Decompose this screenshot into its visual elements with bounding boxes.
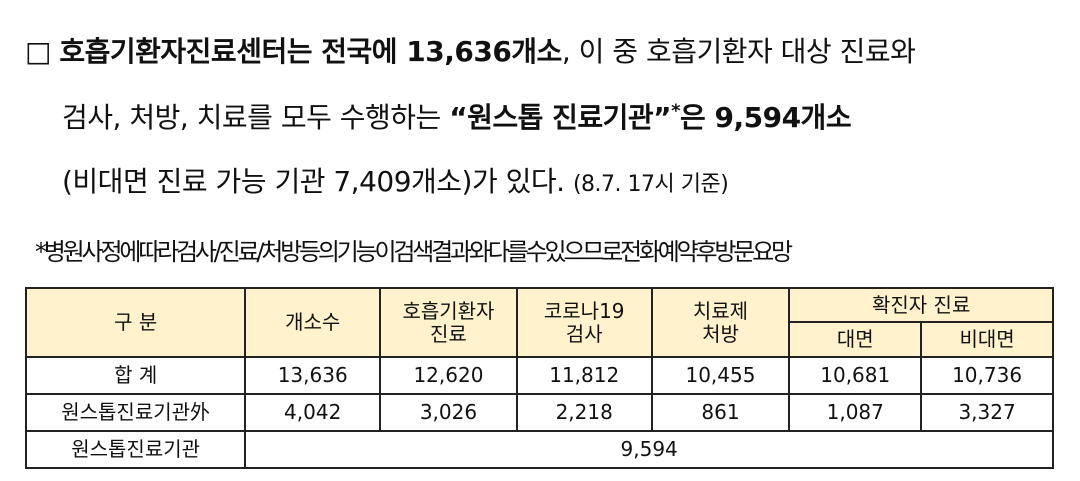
- text-small: (8.7. 17시 기준): [572, 172, 729, 197]
- table-cell: 10,681: [788, 356, 923, 395]
- text: , 이 중 호흡기환자 대상 진료와: [561, 35, 916, 68]
- text-bold: “원스톱 진료기관”: [449, 101, 672, 134]
- table-cell: 13,636: [244, 356, 382, 395]
- paragraph-line: 검사, 처방, 치료를 모두 수행하는 “원스톱 진료기관”*은 9,594개소: [62, 96, 852, 136]
- table-cell: 12,620: [379, 356, 518, 395]
- note: *병원사정에따라검사/진료/처방등의기능이검색결과와다를수있으므로전화예약후방문…: [35, 238, 793, 266]
- table-cell: 11,812: [515, 356, 653, 395]
- table-cell: 2,218: [515, 393, 653, 432]
- table-cell: 원스톱진료기관: [24, 430, 247, 469]
- table-cell: 원스톱진료기관外: [24, 393, 247, 432]
- table-cell: 4,042: [244, 393, 382, 432]
- paragraph-line: (비대면 진료 가능 기관 7,409개소)가 있다. (8.7. 17시 기준…: [62, 160, 729, 200]
- paragraph-line: □ 호흡기환자진료센터는 전국에 13,636개소, 이 중 호흡기환자 대상 …: [25, 30, 916, 70]
- header-cell: 대면: [788, 321, 923, 358]
- header-cell: 확진자 진료: [788, 287, 1054, 323]
- table-row: 원스톱진료기관 9,594: [24, 430, 1054, 469]
- table-body: 합 계 13,636 12,620 11,812 10,455 10,681 10,736 원…: [24, 356, 1054, 469]
- header-text: 치료제: [692, 298, 749, 323]
- header-cell: 구 분: [24, 287, 247, 358]
- header-cell: 치료제 처방: [650, 287, 791, 358]
- header-cell: 호흡기환자 진료: [379, 287, 518, 358]
- header-text: 검사: [565, 321, 603, 346]
- table-cell: 합 계: [24, 356, 247, 395]
- bullet: □: [25, 35, 51, 68]
- header-text: 코로나19: [543, 298, 625, 323]
- header-cell: 비대면: [920, 321, 1054, 358]
- table-row: 원스톱진료기관外 4,042 3,026 2,218 861 1,087 3,327: [24, 393, 1054, 432]
- table-cell: 10,455: [650, 356, 791, 395]
- table-cell: 861: [650, 393, 791, 432]
- table-cell: 1,087: [788, 393, 923, 432]
- header-text: 처방: [702, 321, 739, 346]
- text-bold: 은 9,594개소: [679, 101, 852, 134]
- table-cell: 10,736: [920, 356, 1054, 395]
- table-cell: 3,327: [920, 393, 1054, 432]
- header-text: 호흡기환자: [402, 298, 495, 323]
- header-cell: 코로나19 검사: [515, 287, 653, 358]
- text: 검사, 처방, 치료를 모두 수행하는: [62, 101, 450, 134]
- table-cell: 3,026: [379, 393, 518, 432]
- table-row: 합 계 13,636 12,620 11,812 10,455 10,681 10,736: [24, 356, 1054, 395]
- header-text: 진료: [430, 321, 467, 346]
- table-cell: 9,594: [244, 430, 1054, 469]
- table: 구 분 개소수 호흡기환자 진료 코로나19 검사 치료제 처방 확진자 진료 대면 …: [24, 287, 1054, 469]
- header-cell: 개소수: [244, 287, 382, 358]
- text-bold: 호흡기환자진료센터는 전국에 13,636개소: [59, 35, 562, 68]
- text: (비대면 진료 가능 기관 7,409개소)가 있다.: [62, 165, 573, 198]
- footnote-mark: *: [671, 100, 680, 122]
